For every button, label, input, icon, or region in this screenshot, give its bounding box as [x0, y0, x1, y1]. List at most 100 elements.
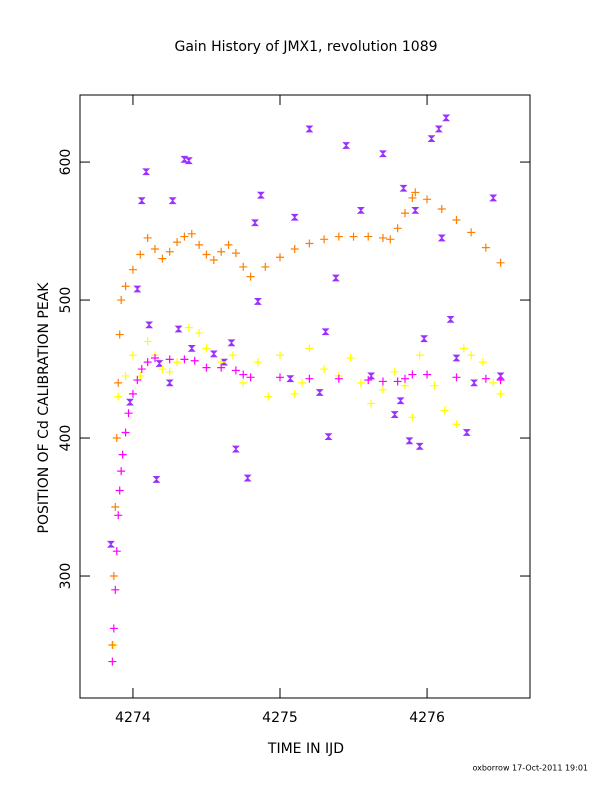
footer: oxborrow 17-Oct-2011 19:01	[472, 764, 588, 773]
point	[231, 366, 240, 375]
point	[489, 194, 498, 202]
point	[264, 392, 273, 401]
point	[173, 358, 182, 367]
point	[478, 358, 487, 367]
point	[128, 389, 137, 398]
point	[415, 351, 424, 360]
point	[246, 373, 255, 382]
point	[228, 351, 237, 360]
point	[227, 339, 236, 347]
point	[346, 354, 355, 363]
point	[158, 365, 167, 374]
point	[408, 413, 417, 422]
point	[378, 233, 387, 242]
point	[496, 389, 505, 398]
point	[114, 392, 123, 401]
point	[386, 235, 395, 244]
point	[305, 239, 314, 248]
point	[165, 247, 174, 256]
point	[442, 114, 451, 122]
point	[378, 377, 387, 386]
point	[401, 374, 409, 383]
point	[378, 385, 387, 394]
point	[143, 337, 152, 346]
point	[217, 247, 226, 256]
point	[452, 373, 461, 382]
point	[437, 204, 446, 213]
point	[133, 376, 142, 385]
point	[114, 511, 123, 520]
point	[174, 325, 183, 333]
point	[367, 399, 376, 408]
point	[408, 370, 417, 379]
point	[423, 370, 432, 379]
point	[415, 442, 424, 450]
point	[133, 285, 142, 293]
point	[202, 363, 211, 372]
point	[378, 150, 387, 158]
point	[459, 344, 468, 353]
y-tick-label: 400	[58, 425, 74, 452]
point	[320, 365, 329, 374]
point	[401, 381, 409, 390]
point	[151, 354, 159, 363]
chart-title: Gain History of JMX1, revolution 1089	[174, 39, 437, 55]
point	[251, 219, 259, 227]
point	[239, 370, 248, 379]
point	[423, 195, 432, 204]
point	[195, 240, 204, 249]
point	[136, 250, 145, 259]
point	[356, 206, 365, 214]
point	[342, 142, 351, 149]
point	[165, 379, 174, 387]
point	[112, 434, 121, 443]
point	[405, 437, 414, 445]
point	[184, 157, 193, 165]
point	[324, 433, 333, 441]
point	[117, 296, 126, 305]
point	[390, 411, 399, 418]
y-tick-label: 600	[58, 149, 74, 176]
y-tick-label: 500	[58, 287, 74, 314]
point	[114, 378, 123, 387]
point	[121, 428, 130, 437]
point	[320, 235, 329, 244]
point	[286, 375, 295, 383]
point	[155, 360, 164, 367]
y-tick-label: 300	[58, 563, 74, 590]
point	[411, 188, 420, 197]
point	[452, 354, 461, 362]
point	[202, 250, 211, 259]
point	[470, 379, 479, 387]
point	[364, 232, 373, 241]
point	[334, 374, 343, 383]
point	[496, 258, 505, 267]
plot-frame	[79, 94, 531, 699]
point	[190, 356, 199, 365]
point	[261, 262, 270, 271]
point	[440, 406, 449, 415]
point	[112, 547, 121, 556]
point	[331, 274, 340, 282]
point	[446, 315, 455, 323]
point	[434, 125, 443, 133]
point	[108, 657, 117, 666]
point	[115, 486, 124, 495]
point	[111, 585, 120, 594]
point	[437, 234, 446, 242]
point	[334, 232, 343, 241]
point	[142, 168, 151, 176]
point	[452, 216, 461, 225]
point	[239, 378, 248, 387]
point	[253, 298, 262, 305]
point	[467, 228, 476, 237]
point	[143, 233, 152, 242]
point	[276, 351, 284, 360]
point	[399, 184, 408, 192]
point	[305, 125, 314, 133]
point	[165, 355, 174, 364]
point	[209, 256, 218, 265]
point	[393, 377, 402, 386]
